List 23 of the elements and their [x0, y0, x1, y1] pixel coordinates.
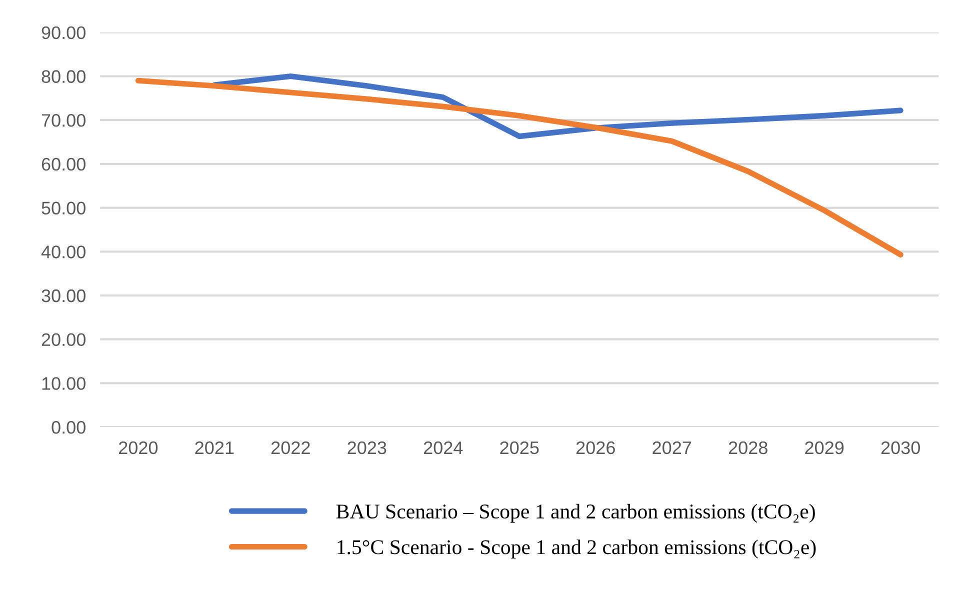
y-tick-label: 60.00	[42, 158, 86, 171]
y-tick-label: 70.00	[42, 114, 86, 127]
x-tick-label: 2024	[424, 441, 463, 454]
x-tick-label: 2028	[728, 441, 768, 454]
x-tick-label: 2020	[119, 441, 158, 454]
y-tick-label: 80.00	[42, 70, 86, 83]
y-tick-label: 10.00	[42, 377, 86, 390]
y-tick-label: 40.00	[41, 246, 86, 258]
x-tick-label: 2023	[348, 441, 386, 454]
y-tick-label: 50.00	[42, 202, 86, 215]
x-tick-label: 2025	[500, 441, 539, 454]
x-tick-label: 2030	[881, 441, 920, 454]
x-tick-label: 2021	[195, 441, 234, 454]
y-tick-label: 30.00	[42, 289, 86, 302]
y-tick-label: 20.00	[42, 333, 86, 346]
y-tick-label: 90.00	[42, 26, 86, 40]
x-tick-label: 2029	[805, 441, 844, 454]
x-tick-label: 2022	[271, 441, 310, 454]
legend-label: 1.5°C Scenario - Scope 1 and 2 carbon emissions (tCO₂e)	[338, 540, 816, 558]
x-tick-label: 2026	[576, 441, 615, 454]
x-tick-label: 2027	[652, 441, 692, 454]
y-tick-label: 0.00	[52, 420, 86, 434]
legend-label: BAU Scenario – Scope 1 and 2 carbon emissions (tCO₂e)	[336, 504, 815, 523]
